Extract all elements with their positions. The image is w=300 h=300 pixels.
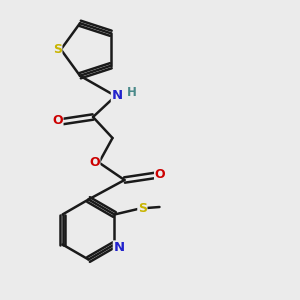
Text: N: N xyxy=(113,241,124,254)
Text: S: S xyxy=(138,202,147,215)
Text: H: H xyxy=(127,86,137,99)
Text: O: O xyxy=(154,167,165,181)
Text: O: O xyxy=(52,113,63,127)
Text: S: S xyxy=(53,43,62,56)
Text: N: N xyxy=(111,89,123,103)
Text: O: O xyxy=(89,156,100,169)
